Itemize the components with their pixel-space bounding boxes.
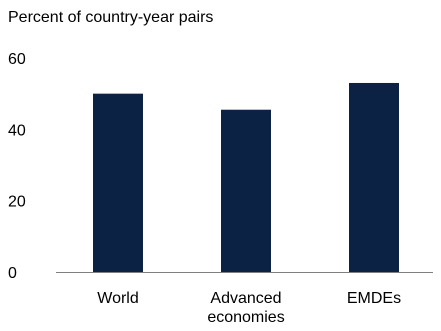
y-tick-label: 0 [8,265,17,282]
x-tick-label-line: World [97,290,139,307]
bar-emdes [349,82,399,272]
bar-world [93,93,143,273]
y-axis-label: Percent of country-year pairs [8,9,213,26]
bars-group [93,82,399,273]
x-tick-label: EMDEs [347,290,401,307]
x-ticks-group: World Advanced economies EMDEs [97,290,401,326]
y-tick-label: 40 [8,122,26,139]
x-tick-label-line: Advanced [210,290,281,307]
y-ticks-group: 0 20 40 60 [8,51,26,282]
x-tick-label-line: economies [207,309,284,326]
y-tick-label: 20 [8,194,26,211]
x-tick-label: World [97,290,139,307]
x-tick-label: Advanced economies [207,290,284,326]
x-tick-label-line: EMDEs [347,290,401,307]
bar-advanced-economies [221,109,271,272]
y-tick-label: 60 [8,51,26,68]
